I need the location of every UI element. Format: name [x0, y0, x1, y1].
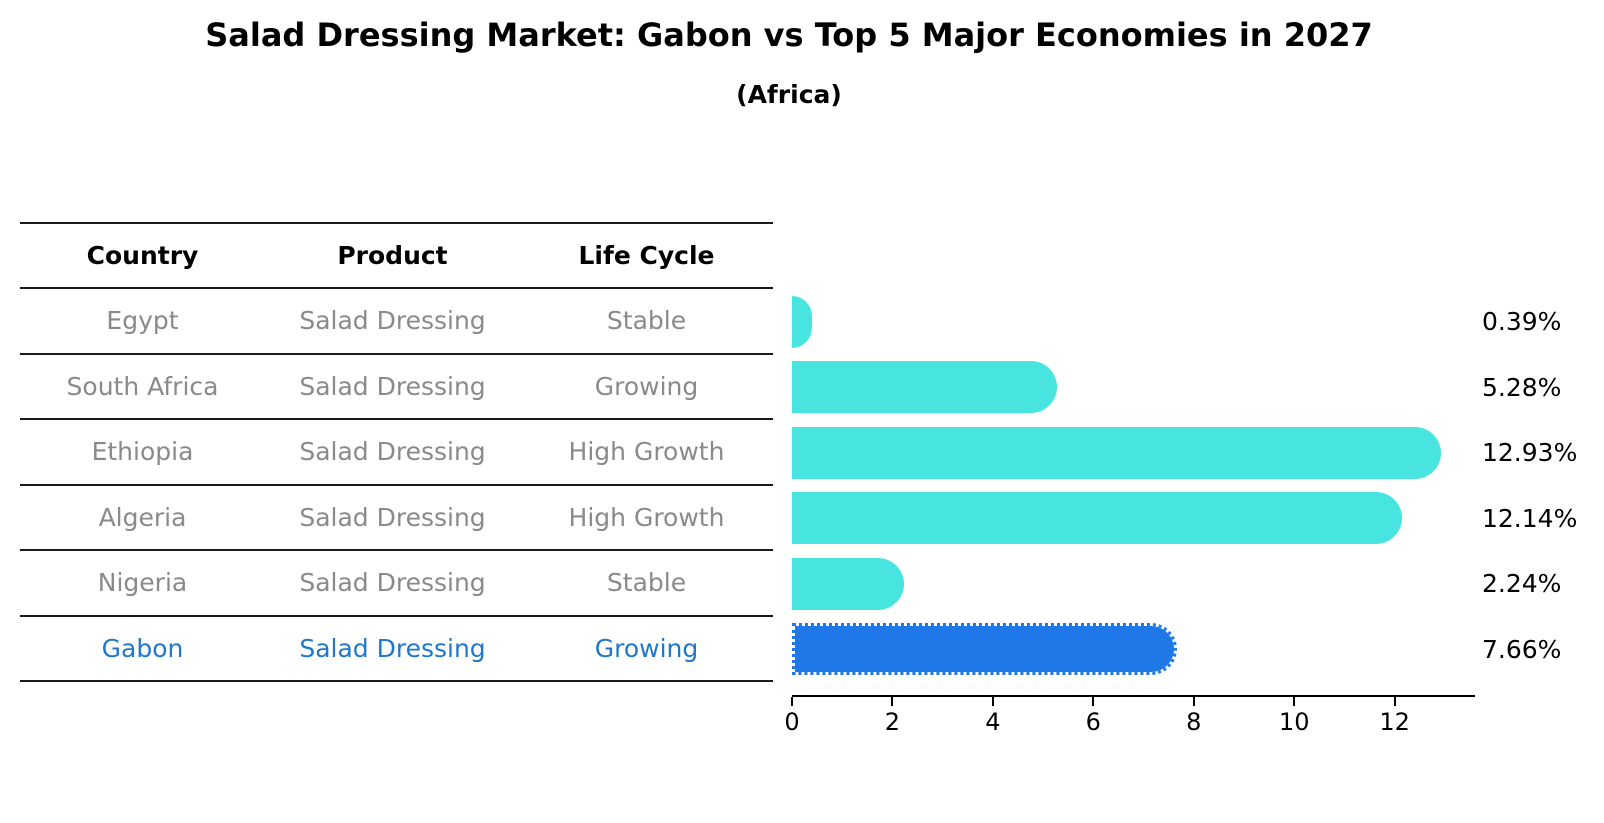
bar-row-egypt — [792, 289, 1475, 355]
table-cell-product: Salad Dressing — [299, 306, 486, 336]
bar-ethiopia — [792, 426, 1442, 479]
table-cell-product: Salad Dressing — [299, 371, 486, 401]
x-axis-tick — [991, 697, 994, 706]
x-axis-tick-label: 6 — [1085, 708, 1101, 736]
bar-nigeria — [792, 557, 905, 610]
table-row-egypt: Egypt Salad Dressing Stable — [20, 289, 773, 355]
table-cell-country: Algeria — [98, 502, 187, 532]
value-label-row-south-africa: 5.28% — [1482, 355, 1602, 421]
table-cell-country: Gabon — [101, 633, 184, 663]
x-axis-tick-label: 2 — [884, 708, 901, 736]
bar-chart — [792, 289, 1475, 697]
x-axis-tick — [1192, 697, 1195, 706]
chart-subtitle: (Africa) — [736, 80, 842, 109]
table-cell-life-cycle: Stable — [606, 306, 687, 336]
x-axis-tick-label: 12 — [1379, 708, 1410, 736]
bar-row-gabon — [792, 617, 1475, 683]
table-row-gabon: Gabon Salad Dressing Growing — [20, 617, 773, 682]
table-cell-life-cycle: High Growth — [568, 437, 725, 467]
x-axis: 0 2 4 6 8 10 12 — [784, 697, 1475, 737]
value-label-egypt: 0.39% — [1482, 307, 1562, 337]
table-row-ethiopia: Ethiopia Salad Dressing High Growth — [20, 420, 773, 486]
table-cell-life-cycle: Growing — [594, 371, 699, 401]
header-cell-product: Product — [337, 241, 448, 270]
value-label-row-egypt: 0.39% — [1482, 289, 1602, 355]
value-label-row-ethiopia: 12.93% — [1482, 420, 1602, 486]
header-cell-life-cycle: Life Cycle — [578, 241, 715, 270]
table-cell-life-cycle: Stable — [606, 568, 687, 598]
table-cell-life-cycle: Growing — [594, 633, 699, 663]
table-cell-country: Ethiopia — [91, 437, 194, 467]
value-label-row-nigeria: 2.24% — [1482, 551, 1602, 617]
header-cell-country: Country — [86, 241, 199, 270]
x-axis-tick — [891, 697, 894, 706]
table-row-nigeria: Nigeria Salad Dressing Stable — [20, 551, 773, 617]
value-label-south-africa: 5.28% — [1482, 372, 1562, 402]
x-axis-tick-label: 8 — [1186, 708, 1202, 736]
table-cell-country: South Africa — [66, 371, 219, 401]
table-body: Egypt Salad Dressing Stable South Africa Sal… — [20, 289, 773, 682]
table-row-algeria: Algeria Salad Dressing High Growth — [20, 486, 773, 551]
table-cell-product: Salad Dressing — [299, 633, 486, 663]
table-cell-country: Nigeria — [97, 568, 188, 598]
bar-egypt — [792, 295, 812, 348]
bar-row-ethiopia — [792, 420, 1475, 486]
value-label-ethiopia: 12.93% — [1482, 438, 1578, 468]
bar-gabon — [792, 623, 1177, 676]
value-label-column: 0.39% 5.28% 12.93% 12.14% 2.24% 7.66% — [1482, 289, 1602, 682]
table-cell-life-cycle: High Growth — [568, 502, 725, 532]
table-cell-country: Egypt — [106, 306, 179, 336]
value-label-nigeria: 2.24% — [1482, 569, 1562, 599]
value-label-row-algeria: 12.14% — [1482, 486, 1602, 552]
value-label-row-gabon: 7.66% — [1482, 617, 1602, 683]
x-axis-tick-label: 10 — [1278, 708, 1310, 736]
table-cell-product: Salad Dressing — [299, 568, 486, 598]
table-row-south-africa: South Africa Salad Dressing Growing — [20, 355, 773, 420]
bar-row-algeria — [792, 486, 1475, 552]
comparison-table: Country Product Life Cycle Egypt Salad Dr… — [20, 222, 773, 682]
x-axis-tick — [1293, 697, 1296, 706]
chart-title: Salad Dressing Market: Gabon vs Top 5 Ma… — [205, 16, 1373, 54]
x-axis-tick — [1393, 697, 1396, 706]
value-label-gabon: 7.66% — [1482, 634, 1562, 664]
value-label-algeria: 12.14% — [1482, 503, 1578, 533]
x-axis-tick — [791, 697, 793, 706]
bar-south-africa — [792, 361, 1058, 414]
bar-algeria — [792, 492, 1402, 545]
x-axis-tick — [1092, 697, 1095, 706]
table-header: Country Product Life Cycle — [20, 222, 773, 289]
x-axis-tick-label: 4 — [985, 708, 1001, 736]
bar-row-south-africa — [792, 355, 1475, 421]
table-cell-product: Salad Dressing — [299, 502, 486, 532]
x-axis-tick-label: 0 — [784, 708, 800, 736]
table-cell-product: Salad Dressing — [299, 437, 486, 467]
bar-row-nigeria — [792, 551, 1475, 617]
